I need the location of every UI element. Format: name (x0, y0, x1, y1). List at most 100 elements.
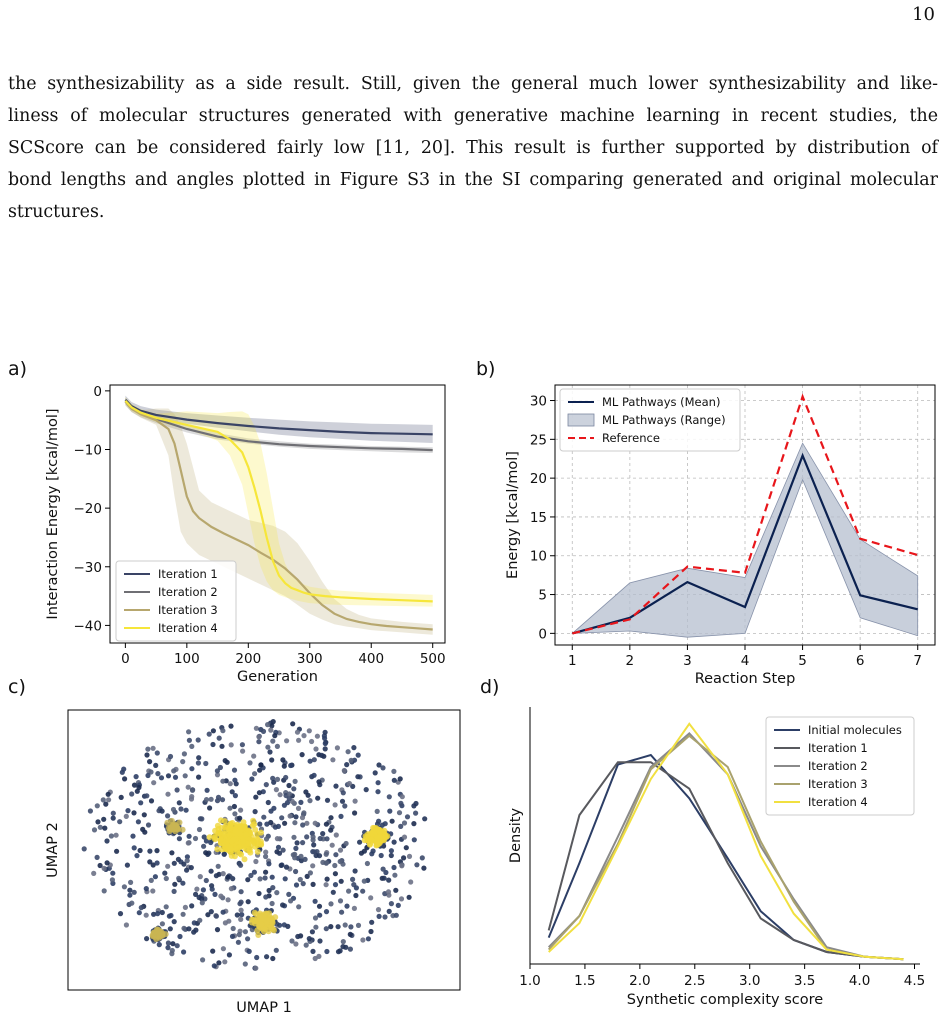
scatter-point (309, 738, 315, 745)
x-tick-label: 3.0 (739, 973, 760, 989)
scatter-point (280, 847, 286, 853)
x-tick-label: 4 (741, 653, 750, 669)
scatter-point (376, 828, 383, 835)
scatter-point (215, 863, 221, 869)
scatter-point (228, 852, 235, 859)
scatter-point (147, 859, 153, 865)
scatter-point (263, 782, 269, 788)
scatter-point (270, 775, 276, 782)
scatter-point (316, 853, 323, 859)
y-tick-label: 0 (93, 384, 102, 400)
scatter-point (184, 858, 190, 864)
scatter-point (268, 808, 274, 814)
scatter-point (254, 954, 260, 961)
scatter-point (141, 812, 147, 818)
scatter-point (281, 802, 287, 808)
scatter-point (176, 800, 182, 806)
legend-label: ML Pathways (Mean) (602, 395, 720, 409)
scatter-point (257, 821, 263, 827)
scatter-point (369, 829, 376, 835)
scatter-point (300, 840, 306, 846)
scatter-point (129, 791, 135, 797)
cluster (361, 818, 391, 854)
scatter-point (181, 861, 187, 867)
scatter-point (388, 852, 394, 859)
scatter-point (245, 877, 251, 883)
scatter-point (275, 844, 282, 850)
scatter-point (254, 927, 261, 934)
scatter-point (203, 797, 210, 803)
scatter-point (105, 791, 111, 797)
scatter-point (236, 850, 243, 857)
scatter-point (386, 794, 392, 800)
scatter-point (137, 847, 143, 854)
scatter-point (230, 925, 236, 932)
scatter-point (148, 798, 155, 804)
scatter-point (158, 775, 165, 781)
scatter-point (227, 781, 233, 787)
scatter-point (171, 888, 177, 895)
scatter-point (293, 882, 300, 888)
scatter-point (286, 782, 292, 789)
series-line (572, 393, 919, 635)
scatter-point (242, 961, 248, 967)
scatter-point (143, 912, 149, 918)
scatter-point (177, 933, 183, 940)
scatter-point (323, 926, 329, 932)
scatter-point (399, 794, 405, 800)
scatter-point (236, 932, 242, 938)
scatter-point (310, 881, 316, 888)
paragraph-line: liness of molecular structures generated… (8, 106, 938, 126)
scatter-point (144, 793, 150, 799)
scatter-point (110, 870, 116, 876)
scatter-point (153, 762, 159, 769)
scatter-point (263, 894, 269, 900)
scatter-point (186, 926, 192, 932)
scatter-point (347, 931, 353, 938)
scatter-point (422, 816, 428, 822)
scatter-point (335, 924, 341, 930)
scatter-point (214, 772, 221, 778)
scatter-point (144, 752, 150, 758)
legend-label: Reference (602, 431, 660, 445)
scatter-point (337, 858, 343, 865)
scatter-point (330, 757, 336, 763)
scatter-point (288, 898, 294, 904)
scatter-point (222, 920, 228, 926)
scatter-point (185, 840, 191, 846)
scatter-point (381, 875, 387, 881)
scatter-point (299, 752, 305, 758)
legend: Initial molecules Iteration 1 Iteration 2 I… (765, 716, 915, 816)
scatter-point (159, 808, 165, 814)
x-tick-label: 3 (683, 653, 692, 669)
scatter-point (224, 759, 230, 765)
scatter-point (200, 887, 206, 893)
scatter-point (234, 912, 240, 918)
scatter-point (100, 797, 106, 803)
scatter-point (293, 845, 299, 852)
scatter-point (386, 908, 392, 915)
scatter-point (302, 856, 308, 863)
scatter-point (222, 959, 228, 965)
scatter-point (197, 917, 203, 923)
scatter-point (312, 820, 318, 826)
scatter-point (392, 872, 398, 878)
scatter-point (265, 744, 271, 750)
scatter-point (189, 787, 196, 793)
scatter-point (212, 891, 218, 898)
scatter-point (322, 740, 328, 747)
scatter-point (391, 777, 397, 783)
scatter-point (163, 904, 169, 910)
scatter-point (252, 843, 259, 850)
scatter-point (102, 825, 108, 831)
scatter-point (147, 848, 153, 854)
scatter-point (101, 816, 107, 822)
scatter-point (297, 876, 303, 883)
legend-label: Iteration 3 (808, 777, 868, 791)
scatter-point (180, 880, 186, 886)
x-tick-label: 1.0 (519, 973, 540, 989)
scatter-point (220, 778, 226, 784)
scatter-point (324, 876, 330, 882)
scatter-point (315, 795, 321, 801)
scatter-point (292, 820, 298, 826)
